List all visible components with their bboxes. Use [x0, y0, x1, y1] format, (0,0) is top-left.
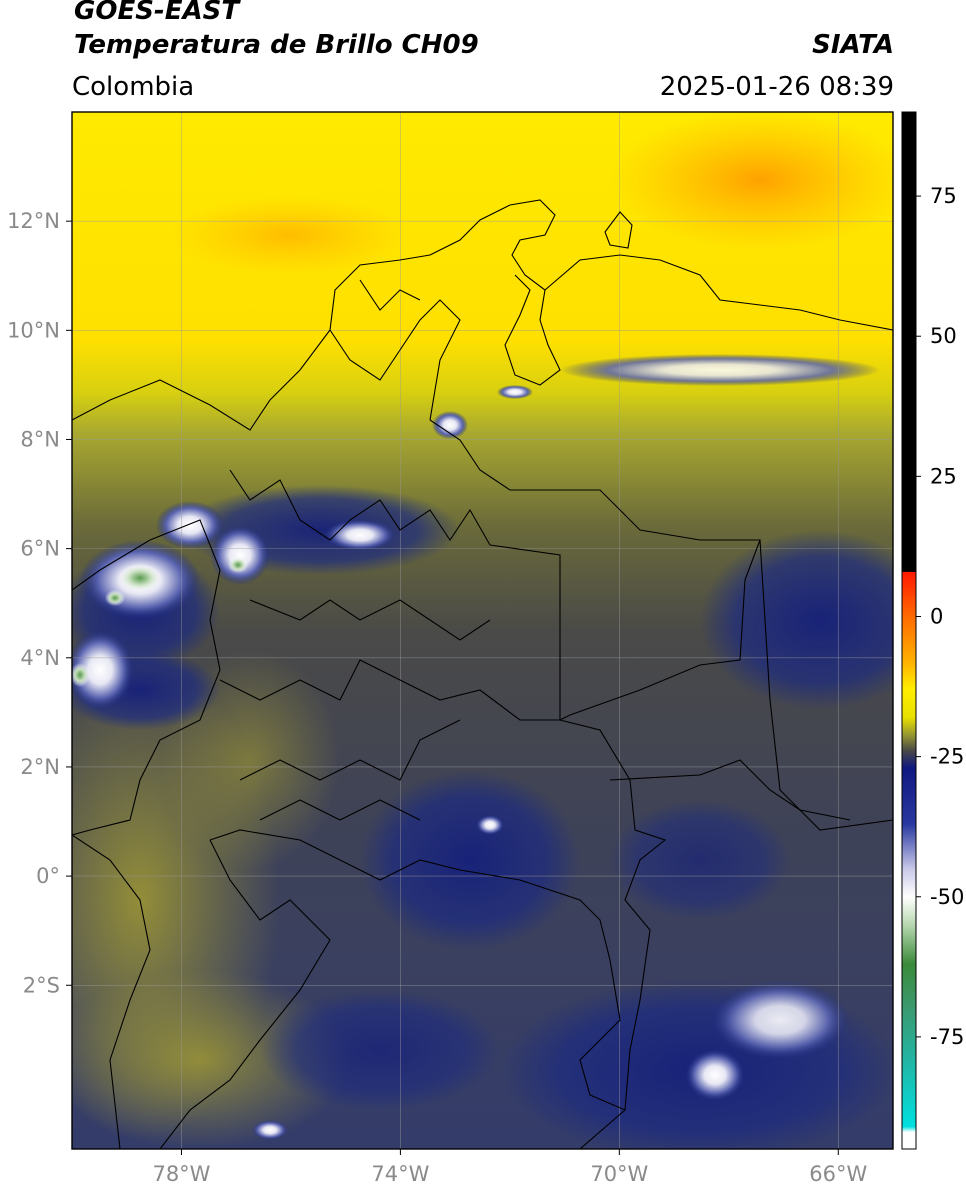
longitude-axis: 78°W 74°W 70°W 66°W	[152, 1149, 867, 1186]
caribbean-coastline	[72, 199, 561, 431]
lat-tick-label: 6°N	[20, 537, 60, 561]
timestamp-label: 2025-01-26 08:39	[659, 72, 894, 102]
colombia-brazil-border	[519, 719, 667, 1111]
peru-brazil-border	[579, 1109, 626, 1149]
ecuador-peru-border	[159, 839, 331, 1149]
lon-tick-label: 78°W	[152, 1162, 210, 1186]
department-borders-north	[329, 279, 461, 421]
lon-tick-label: 70°W	[590, 1162, 648, 1186]
colorbar	[901, 111, 917, 1150]
venezuela-east-border	[759, 539, 893, 831]
aruba-curacao-coast	[604, 211, 633, 249]
lat-tick-label: 10°N	[7, 318, 60, 342]
colorbar-tick-label: 0	[930, 604, 943, 628]
colorbar-tick-label: 50	[930, 324, 957, 348]
brazil-venezuela-border	[609, 759, 851, 821]
lat-tick-label: 0°	[36, 864, 60, 888]
colombia-venezuela-border-east	[489, 544, 561, 720]
colorbar-tick-label: 75	[930, 184, 957, 208]
lat-tick-label: 8°N	[20, 427, 60, 451]
boundaries	[72, 199, 893, 1149]
pacific-coastline-south	[72, 834, 151, 1149]
colorbar-axis: 75 50 25 0 -25 -50 -75	[916, 184, 964, 1049]
latitude-axis: 12°N 10°N 8°N 6°N 4°N 2°N 0° 2°S	[7, 209, 72, 997]
lat-tick-label: 2°N	[20, 755, 60, 779]
colombia-venezuela-border	[429, 419, 761, 721]
department-borders-west	[219, 469, 560, 821]
lon-tick-label: 66°W	[809, 1162, 867, 1186]
colombia-peru-border	[209, 829, 521, 881]
lat-tick-label: 2°S	[23, 973, 60, 997]
colorbar-tick-label: 25	[930, 464, 957, 488]
agency-label: SIATA	[812, 30, 894, 60]
satellite-title: GOES-EAST	[74, 0, 240, 26]
pacific-coastline	[72, 519, 221, 836]
lat-tick-label: 12°N	[7, 209, 60, 233]
lat-tick-label: 4°N	[20, 646, 60, 670]
colorbar-tick-label: -50	[930, 885, 964, 909]
product-title: Temperatura de Brillo CH09	[74, 30, 479, 60]
graticule	[72, 112, 893, 1149]
region-label: Colombia	[72, 72, 195, 102]
venezuela-coastline	[544, 254, 893, 331]
colorbar-tick-label: -25	[930, 745, 964, 769]
satellite-image	[72, 112, 893, 1149]
map-frame	[71, 111, 894, 1150]
colorbar-tick-label: -75	[930, 1025, 964, 1049]
lon-tick-label: 74°W	[371, 1162, 429, 1186]
